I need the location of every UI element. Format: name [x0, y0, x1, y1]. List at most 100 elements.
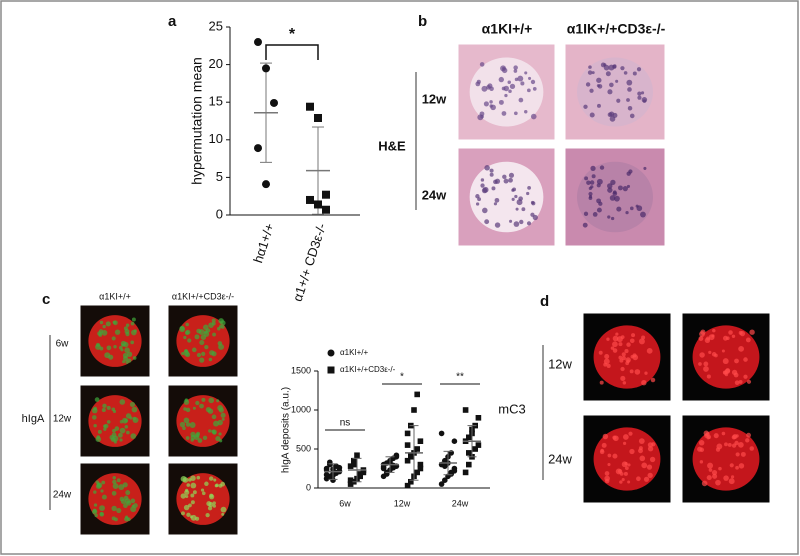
point [360, 469, 367, 476]
texture [183, 335, 187, 340]
column-label: α1KI+/+ [99, 291, 131, 301]
texture [199, 340, 205, 346]
texture [635, 204, 639, 208]
texture [508, 172, 515, 178]
x-tick-label: 12w [394, 498, 411, 508]
texture [110, 437, 116, 442]
texture [198, 329, 205, 335]
texture [721, 349, 725, 353]
texture [130, 498, 136, 504]
texture [638, 338, 645, 345]
texture [489, 172, 494, 177]
texture [622, 381, 627, 385]
texture [730, 475, 735, 479]
texture [220, 506, 227, 513]
y-tick-label: 500 [296, 443, 311, 453]
texture [475, 81, 481, 87]
texture [196, 352, 202, 358]
point [414, 469, 420, 476]
texture [93, 424, 97, 428]
texture [727, 442, 732, 447]
texture [704, 337, 711, 343]
texture [112, 320, 116, 324]
texture [743, 357, 748, 362]
texture [749, 446, 755, 451]
texture [111, 505, 117, 512]
texture [504, 93, 508, 98]
y-tick-label: 15 [209, 94, 223, 109]
texture [92, 415, 97, 420]
texture [502, 67, 508, 74]
texture [124, 515, 129, 519]
texture [119, 438, 123, 442]
texture [698, 440, 705, 446]
row-label: 12w [548, 356, 572, 371]
y-axis-label: hypermutation mean [189, 57, 205, 185]
texture [125, 490, 131, 496]
texture [498, 76, 504, 83]
texture [93, 503, 98, 507]
texture [636, 67, 642, 72]
texture [509, 83, 516, 89]
texture [643, 166, 647, 170]
texture [622, 186, 628, 192]
point [404, 430, 411, 437]
texture [583, 211, 589, 216]
texture [501, 86, 506, 91]
texture [520, 81, 525, 86]
texture [122, 360, 126, 364]
texture [625, 211, 629, 215]
point [380, 464, 387, 470]
texture [195, 516, 200, 521]
texture [631, 333, 636, 338]
texture [526, 191, 530, 196]
texture [183, 417, 190, 424]
texture [647, 472, 653, 479]
texture [111, 516, 116, 521]
texture [475, 194, 480, 199]
texture [211, 414, 217, 420]
texture [618, 355, 623, 360]
point [451, 468, 458, 474]
texture [116, 478, 121, 483]
texture [608, 64, 615, 71]
texture [122, 482, 128, 488]
texture [112, 476, 117, 480]
texture [184, 489, 190, 495]
panel-letter: a [168, 13, 177, 30]
texture [221, 512, 225, 516]
texture [610, 179, 616, 186]
texture [711, 334, 715, 338]
texture [706, 374, 711, 379]
texture [94, 397, 100, 402]
texture [197, 438, 203, 443]
texture [532, 87, 537, 91]
texture [490, 104, 496, 111]
texture [192, 490, 197, 495]
texture [524, 110, 528, 114]
texture [603, 63, 607, 67]
column-label: α1KI+/+ [482, 21, 533, 37]
texture [621, 478, 625, 482]
texture [729, 463, 734, 468]
texture [628, 431, 633, 436]
texture [201, 491, 206, 496]
texture [629, 448, 635, 455]
significance-label: ns [340, 418, 351, 429]
texture [612, 453, 618, 459]
texture [619, 358, 624, 363]
texture [205, 406, 212, 413]
texture [517, 75, 524, 82]
texture [627, 87, 632, 92]
texture [629, 113, 635, 119]
point [262, 64, 270, 73]
texture [609, 116, 616, 122]
texture [182, 426, 186, 431]
texture [707, 462, 714, 469]
texture [97, 429, 102, 434]
texture [731, 334, 736, 338]
texture [639, 455, 646, 462]
texture [718, 466, 722, 471]
texture [205, 328, 211, 333]
point [354, 452, 360, 459]
